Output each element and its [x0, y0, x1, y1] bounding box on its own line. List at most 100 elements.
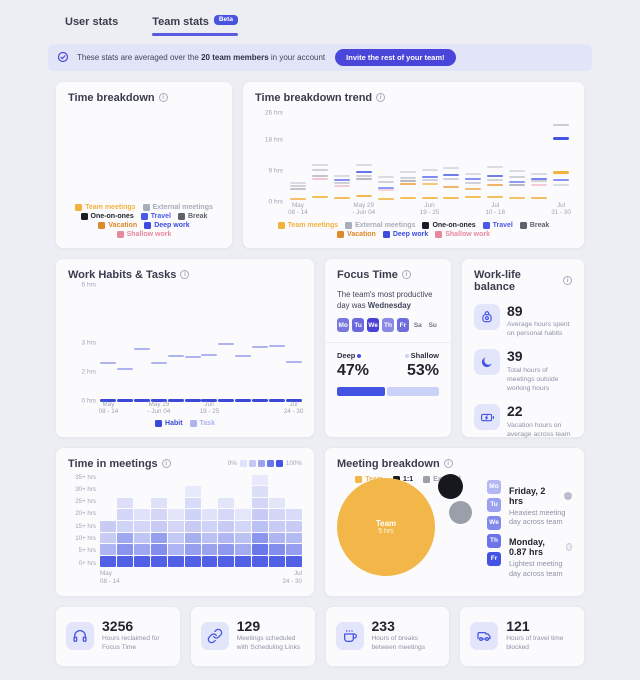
heatmap-cell — [252, 521, 269, 532]
coffee-icon — [335, 622, 364, 650]
trend-mark-team — [465, 196, 482, 199]
trend-y-tick: 18 hrs — [264, 136, 283, 144]
legend-label: Deep work — [154, 221, 190, 229]
trend-mark-shallow — [377, 189, 394, 192]
trend-mark-travel — [465, 178, 482, 181]
heatmap-cell — [167, 532, 184, 544]
heatmap-cell — [134, 486, 150, 497]
balance-item-text: 39 Total hours of meetings outside workin… — [507, 348, 572, 393]
legend-item-one-on-ones: One-on-ones — [80, 212, 134, 220]
tab-user-stats[interactable]: User stats — [65, 10, 118, 34]
lightest-day-emoji-icon — [565, 543, 572, 552]
heatmap-cell — [168, 486, 184, 497]
headphones-icon — [66, 622, 94, 650]
heatmap-cell — [235, 532, 252, 544]
heatmap-legend: 0% 100% — [228, 459, 302, 467]
trend-mark-one — [399, 180, 416, 183]
heatmap-cell — [286, 475, 302, 486]
day-chip-fr: Fr — [487, 551, 501, 566]
heatmap-cell — [184, 486, 201, 497]
heatmap-cell — [150, 521, 167, 532]
row-2: Work Habits & Tasks i 6 hrs 3 hrs 2 hrs 0 hr… — [55, 257, 585, 438]
trend-mark-vac — [465, 188, 482, 191]
trend-mark-ext — [531, 172, 548, 175]
heatmap-row — [100, 544, 303, 556]
heatmap-cell — [150, 509, 167, 521]
info-icon[interactable]: i — [401, 270, 411, 279]
trend-mark-one — [509, 184, 526, 187]
row-1: Time breakdown i Team meetings External me… — [55, 80, 585, 249]
focus-title: Focus Time — [337, 268, 398, 281]
heatmap-cell — [269, 532, 286, 544]
heatmap-cell — [235, 556, 252, 567]
trend-mark-team — [377, 198, 394, 201]
trend-mark-brk — [553, 123, 570, 126]
legend-item-one-on-ones: One-on-ones — [422, 221, 476, 229]
check-circle-icon — [57, 51, 69, 63]
trend-mark-brk — [421, 179, 438, 181]
breakdown-stat-title: Monday, 0.87 hrs — [509, 537, 572, 557]
legend-label: Team meetings — [85, 203, 136, 211]
deep-label: Deep — [337, 351, 363, 360]
legend-item-shallow-work: Shallow work — [116, 230, 171, 238]
trend-mark-team — [421, 182, 438, 185]
legend-item-team-meetings: Team meetings — [277, 221, 338, 229]
balance-label: Total hours of meetings outside working … — [507, 366, 559, 392]
legend-swatch — [435, 230, 443, 238]
heaviest-day-emoji-icon — [564, 491, 572, 500]
invite-team-button[interactable]: Invite the rest of your team! — [335, 48, 456, 66]
habits-task-mark — [268, 344, 285, 347]
heatmap-cell — [100, 556, 116, 567]
banner-text-suffix: in your account — [268, 52, 326, 62]
legend-item-external-meetings: External meetings — [345, 221, 415, 229]
trend-y-tick: 9 hrs — [268, 167, 283, 175]
heatmap-cell — [269, 486, 285, 497]
day-chip-we: We — [366, 318, 380, 333]
habits-task-mark — [150, 362, 167, 365]
legend-label: Habit — [165, 419, 183, 427]
legend-label: Travel — [492, 221, 513, 229]
stat-card-coffee: 233 Hours of breaks between meetings — [324, 605, 451, 667]
habits-y-axis: 6 hrs 3 hrs 2 hrs 0 hrs — [68, 281, 100, 404]
info-icon[interactable]: i — [563, 276, 572, 285]
info-icon[interactable]: i — [180, 270, 190, 279]
heatmap-y-label: 10+ hrs — [75, 534, 96, 542]
trend-mark-deep — [553, 136, 570, 140]
legend-label: One-on-ones — [90, 212, 134, 220]
heatmap-cell — [218, 475, 234, 486]
one-on-one-bubble — [438, 473, 463, 499]
habits-habit-mark — [100, 398, 117, 402]
habits-y-tick: 2 hrs — [81, 368, 96, 375]
legend-swatch — [116, 230, 124, 238]
heatmap-cell — [201, 532, 218, 544]
heatmap-cell — [218, 544, 235, 556]
legend-item-travel: Travel — [482, 221, 513, 229]
habits-title: Work Habits & Tasks — [68, 268, 177, 281]
heatmap-cell — [218, 532, 235, 544]
link-icon — [200, 622, 229, 650]
habits-habit-mark — [285, 398, 302, 402]
heatmap-cell — [269, 544, 286, 556]
habits-habit-mark — [251, 398, 268, 402]
legend-item-break: Break — [519, 221, 549, 229]
info-icon[interactable]: i — [161, 459, 171, 468]
heatmap-cell — [235, 509, 252, 521]
legend-item-team-meetings: Team meetings — [75, 203, 136, 211]
trend-mark-one — [311, 174, 328, 177]
stat-card-car: 121 Hours of travel time blocked — [459, 605, 585, 667]
trend-x-tick: Jul 31 - 30 — [551, 201, 571, 217]
heatmap-cell — [286, 532, 303, 544]
legend-item-vacation: Vacation — [98, 221, 137, 229]
legend-swatch — [144, 221, 152, 229]
info-icon[interactable]: i — [376, 93, 386, 102]
balance-value: 22 — [507, 403, 523, 420]
team-banner: These stats are averaged over the 20 tea… — [48, 43, 592, 71]
info-icon[interactable]: i — [158, 93, 168, 102]
heatmap-cell — [202, 498, 218, 509]
row-3: Time in meetings i 0% 100% 35+ hrs 30+ hrs… — [55, 446, 585, 597]
tab-team-stats[interactable]: Team stats Beta — [152, 10, 238, 35]
info-icon[interactable]: i — [443, 459, 453, 468]
trend-mark-brk — [531, 180, 548, 183]
legend-item-vacation: Vacation — [337, 230, 376, 238]
